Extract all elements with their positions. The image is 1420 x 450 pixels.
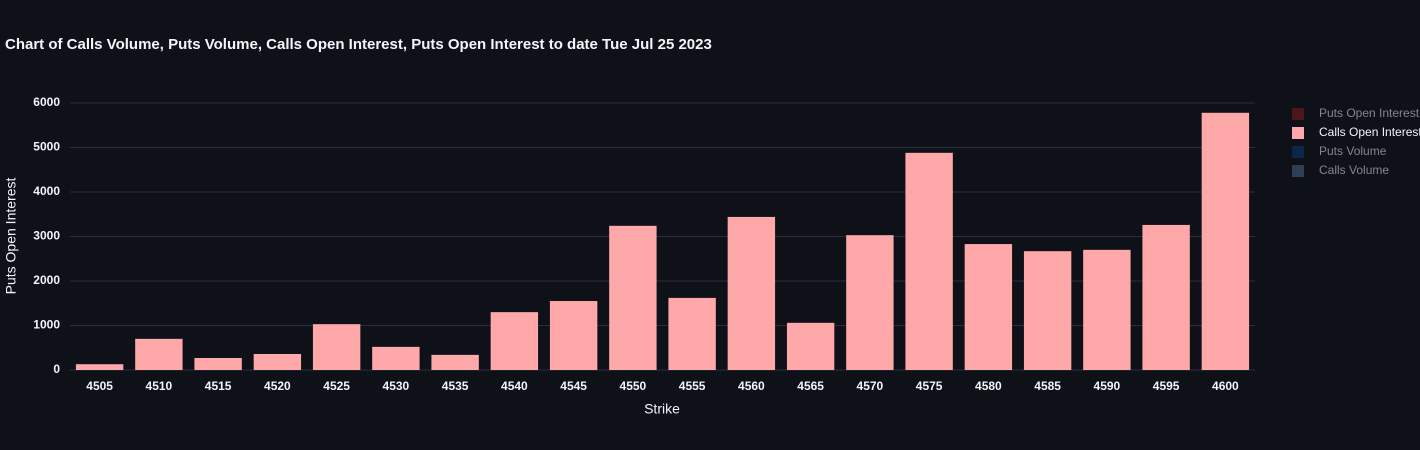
chart-title: Chart of Calls Volume, Puts Volume, Call… — [5, 36, 712, 53]
y-tick-label: 6000 — [33, 95, 60, 109]
legend-item[interactable]: Calls Open Interest — [1292, 125, 1420, 139]
bar — [727, 216, 776, 370]
bar — [431, 354, 479, 370]
x-tick-label: 4595 — [1153, 379, 1180, 393]
legend-label: Calls Open Interest — [1319, 125, 1420, 139]
x-tick-label: 4535 — [442, 379, 469, 393]
x-tick-label: 4520 — [264, 379, 291, 393]
x-tick-label: 4530 — [383, 379, 410, 393]
bar — [786, 322, 835, 370]
x-tick-label: 4545 — [560, 379, 587, 393]
legend-swatch — [1292, 146, 1304, 158]
x-tick-label: 4505 — [86, 379, 113, 393]
bar — [668, 297, 716, 370]
legend-label: Puts Volume — [1319, 144, 1387, 158]
x-tick-label: 4515 — [205, 379, 232, 393]
x-tick-label: 4580 — [975, 379, 1002, 393]
legend-label: Puts Open Interest — [1319, 106, 1420, 120]
legend-item[interactable]: Puts Volume — [1292, 144, 1387, 158]
x-tick-label: 4555 — [679, 379, 706, 393]
bar — [1142, 224, 1190, 370]
bar — [905, 152, 953, 370]
x-tick-label: 4540 — [501, 379, 528, 393]
y-tick-label: 5000 — [33, 140, 60, 154]
x-tick-label: 4600 — [1212, 379, 1239, 393]
legend-item[interactable]: Calls Volume — [1292, 163, 1389, 177]
legend-item[interactable]: Puts Open Interest — [1292, 106, 1420, 120]
y-tick-label: 1000 — [33, 318, 60, 332]
legend-swatch — [1292, 165, 1304, 177]
bar — [1083, 249, 1131, 370]
x-tick-label: 4570 — [857, 379, 884, 393]
x-tick-label: 4510 — [146, 379, 173, 393]
x-tick-label: 4560 — [738, 379, 765, 393]
y-tick-label: 2000 — [33, 273, 60, 287]
legend-swatch — [1292, 108, 1304, 120]
y-tick-label: 3000 — [33, 229, 60, 243]
x-axis-label: Strike — [644, 401, 680, 417]
bar — [194, 357, 242, 370]
legend-label: Calls Volume — [1319, 163, 1389, 177]
x-tick-label: 4575 — [916, 379, 943, 393]
x-tick-label: 4590 — [1094, 379, 1121, 393]
bar — [609, 225, 657, 370]
x-tick-label: 4550 — [620, 379, 647, 393]
x-tick-label: 4585 — [1034, 379, 1061, 393]
bar — [1201, 112, 1250, 370]
bar — [372, 346, 420, 370]
bar — [312, 324, 361, 370]
bar — [490, 312, 539, 370]
x-tick-label: 4525 — [323, 379, 350, 393]
y-axis-label: Puts Open Interest — [3, 178, 19, 295]
legend-swatch — [1292, 127, 1304, 139]
bar — [75, 364, 124, 370]
bar — [846, 235, 894, 370]
bar — [135, 338, 183, 370]
bar — [964, 244, 1013, 370]
bar — [253, 353, 302, 370]
bar — [549, 301, 598, 370]
bar — [1023, 251, 1072, 370]
y-tick-label: 4000 — [33, 184, 60, 198]
y-tick-label: 0 — [53, 362, 60, 376]
x-tick-label: 4565 — [797, 379, 824, 393]
